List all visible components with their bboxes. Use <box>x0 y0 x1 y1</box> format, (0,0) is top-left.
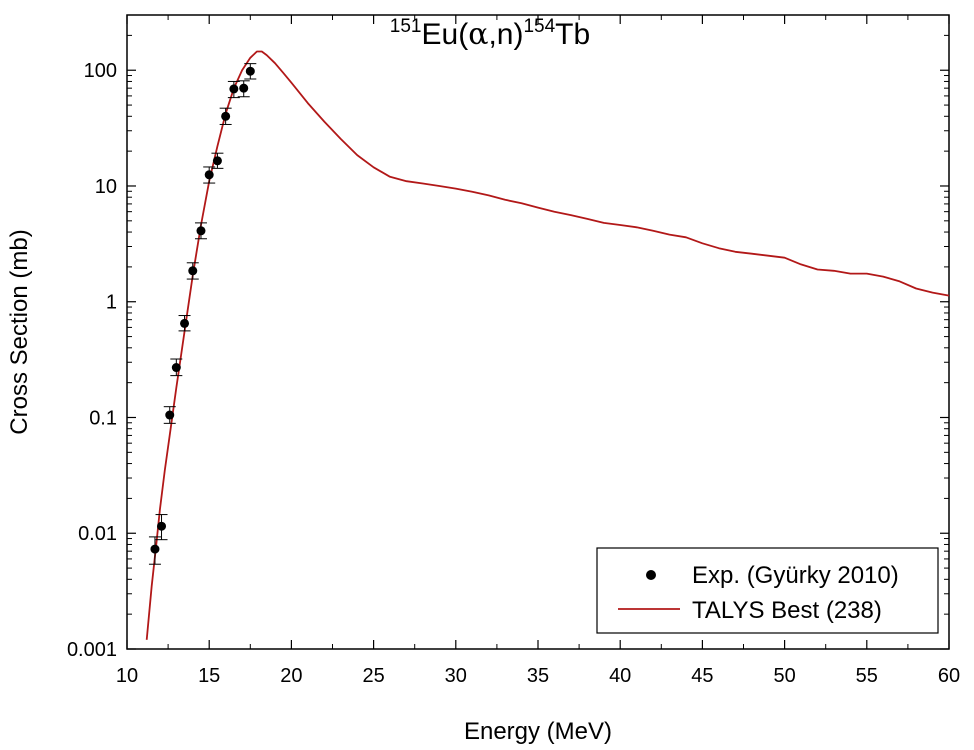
data-point <box>229 84 239 94</box>
title-alpha: α <box>468 17 488 52</box>
x-tick-label: 60 <box>938 665 960 687</box>
data-point <box>171 363 181 373</box>
data-point <box>221 111 231 121</box>
data-point <box>196 226 206 236</box>
x-tick-label: 35 <box>527 665 549 687</box>
x-tick-label: 50 <box>773 665 795 687</box>
chart-title: 151Eu(α,n)154Tb <box>390 16 590 52</box>
legend-label-exp: Exp. (Gyürky 2010) <box>692 562 899 589</box>
x-axis-label: Energy (MeV) <box>464 718 612 745</box>
x-tick-label: 45 <box>691 665 713 687</box>
title-element-2: Tb <box>555 18 590 51</box>
data-point <box>180 318 190 328</box>
y-tick-label: 0.001 <box>67 639 117 661</box>
y-tick-label: 1 <box>106 292 117 314</box>
y-tick-label: 0.1 <box>89 407 117 429</box>
data-point <box>157 521 167 531</box>
y-tick-labels: 0.001 0.01 0.1 1 10 100 <box>67 60 117 661</box>
title-reaction: ,n) <box>488 18 523 51</box>
legend-box <box>596 547 939 634</box>
title-element-1: Eu( <box>422 18 469 51</box>
x-tick-label: 40 <box>609 665 631 687</box>
x-tick-label: 10 <box>116 665 138 687</box>
legend-marker-exp <box>646 570 656 580</box>
x-tick-label: 20 <box>280 665 302 687</box>
data-point <box>165 410 175 420</box>
y-tick-label: 10 <box>95 176 117 198</box>
x-tick-label: 55 <box>856 665 878 687</box>
x-tick-labels: 10 15 20 25 30 35 40 45 50 55 60 <box>116 665 960 687</box>
data-point <box>188 266 198 276</box>
y-tick-label: 100 <box>84 60 117 82</box>
legend: Exp. (Gyürky 2010) TALYS Best (238) <box>596 547 939 634</box>
x-tick-label: 25 <box>362 665 384 687</box>
y-axis-label: Cross Section (mb) <box>6 229 33 434</box>
data-point <box>212 156 222 166</box>
data-point <box>204 170 214 180</box>
data-point <box>239 83 249 93</box>
experimental-series <box>148 63 257 565</box>
axis-ticks <box>126 14 950 650</box>
title-superscript-2: 154 <box>523 16 555 37</box>
x-tick-label: 15 <box>198 665 220 687</box>
title-superscript-1: 151 <box>390 16 422 37</box>
y-tick-label: 0.01 <box>78 523 117 545</box>
x-tick-label: 30 <box>445 665 467 687</box>
legend-label-talys: TALYS Best (238) <box>692 597 882 624</box>
data-point <box>150 544 160 554</box>
data-point <box>245 66 255 76</box>
